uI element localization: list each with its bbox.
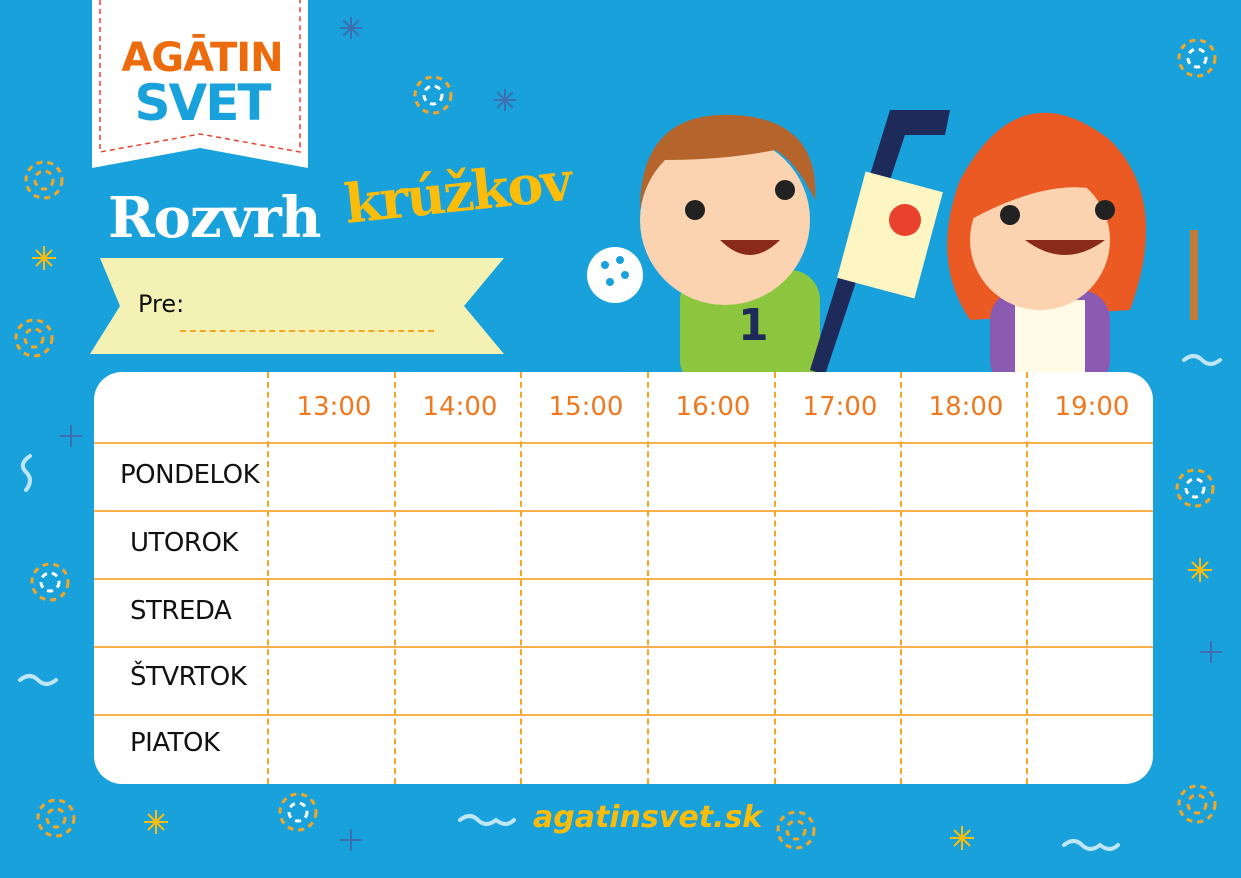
day-label: STREDA <box>130 596 232 626</box>
children-illustration: 1 <box>587 110 1198 380</box>
name-input-line[interactable] <box>180 330 434 332</box>
col-divider <box>1026 372 1028 784</box>
time-header: 17:00 <box>802 392 878 422</box>
time-header: 15:00 <box>548 392 624 422</box>
col-divider <box>394 372 396 784</box>
day-label: UTOROK <box>130 528 238 558</box>
name-label: Pre: <box>138 290 185 318</box>
col-divider <box>774 372 776 784</box>
logo: AGĀTIN SVET <box>112 38 292 128</box>
website-link[interactable]: agatinsvet.sk <box>533 800 763 835</box>
day-label: ŠTVRTOK <box>130 662 247 692</box>
time-header: 13:00 <box>296 392 372 422</box>
day-label: PONDELOK <box>120 460 260 490</box>
title-rozvrh: Rozvrh <box>108 185 321 251</box>
svg-text:1: 1 <box>738 300 769 351</box>
logo-line2: SVET <box>134 74 272 132</box>
time-header: 14:00 <box>422 392 498 422</box>
time-header: 18:00 <box>928 392 1004 422</box>
logo-line1: AGĀTIN <box>121 35 283 81</box>
time-header: 19:00 <box>1054 392 1130 422</box>
col-divider <box>267 372 269 784</box>
row-divider <box>94 578 1153 580</box>
logo-tag <box>92 0 308 168</box>
col-divider <box>520 372 522 784</box>
row-divider <box>94 442 1153 444</box>
schedule-table: 13:00 14:00 15:00 16:00 17:00 18:00 19:0… <box>94 372 1153 784</box>
row-divider <box>94 510 1153 512</box>
col-divider <box>647 372 649 784</box>
col-divider <box>900 372 902 784</box>
row-divider <box>94 714 1153 716</box>
row-divider <box>94 646 1153 648</box>
time-header: 16:00 <box>675 392 751 422</box>
day-label: PIATOK <box>130 728 220 758</box>
